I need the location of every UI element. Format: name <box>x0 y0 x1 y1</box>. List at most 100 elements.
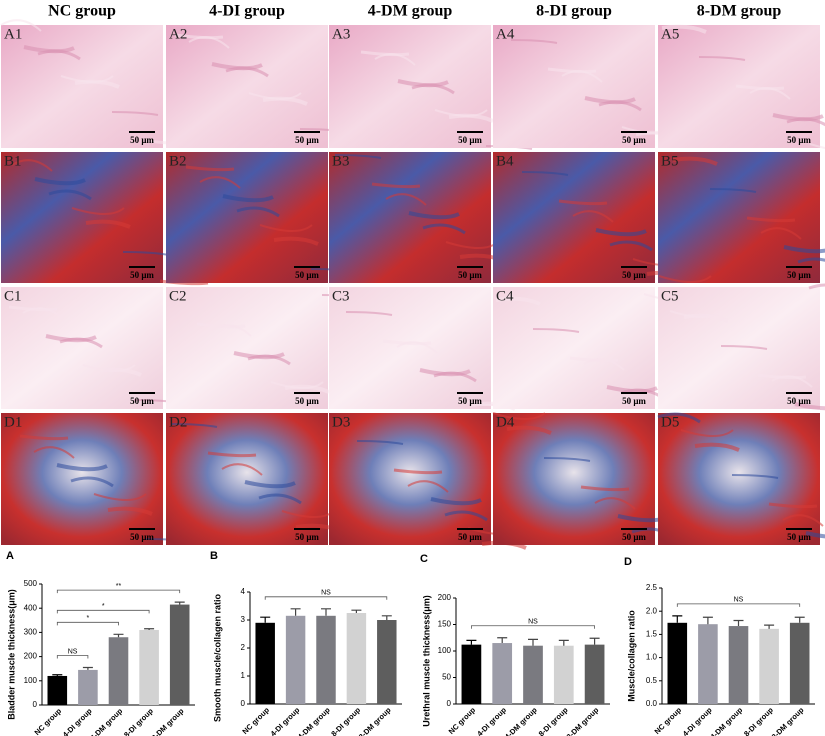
tissue-stroke <box>385 193 427 206</box>
scale-bar-label: 50 μm <box>622 532 646 542</box>
tissue-stroke <box>259 224 313 232</box>
histology-image <box>329 287 491 409</box>
y-axis-label: Bladder muscle thickness(μm) <box>6 589 16 720</box>
bar <box>492 643 513 704</box>
bar <box>728 626 749 704</box>
bar <box>139 629 159 705</box>
tissue-stroke <box>594 497 636 510</box>
tissue-stroke <box>669 310 723 318</box>
panel-label: B4 <box>496 153 514 169</box>
tissue-stroke <box>19 434 69 441</box>
bar <box>377 620 397 704</box>
y-tick-label: 100 <box>24 676 38 685</box>
tissue-stroke <box>584 96 636 105</box>
x-tick-label: 8-DM group <box>565 705 601 736</box>
bar-chart: D Muscle/collagen ratio 0.0 0.5 1.0 1.5 2.0 2.5… <box>624 556 815 736</box>
tissue-stroke <box>694 442 740 452</box>
histology-image <box>493 152 655 283</box>
scale-bar-label: 50 μm <box>622 270 646 280</box>
error-bar <box>528 638 538 646</box>
panel-label: D4 <box>496 414 515 430</box>
tissue-stroke <box>222 194 274 203</box>
tissue-stroke <box>393 468 443 475</box>
tissue-stroke <box>23 45 75 54</box>
x-tick-label: NC group <box>33 706 64 736</box>
y-tick-label: 0.0 <box>646 699 658 708</box>
x-tick-label: 8-DM group <box>357 705 393 736</box>
panel-label: C1 <box>4 288 22 304</box>
histology-image <box>166 413 328 545</box>
scale-bar-label: 50 μm <box>130 270 154 280</box>
x-tick-label: NC group <box>653 705 684 736</box>
tissue-stroke <box>580 485 630 492</box>
tissue-stroke <box>731 474 779 479</box>
tissue-stroke <box>11 159 53 172</box>
scale-bar-label: 50 μm <box>295 270 319 280</box>
tissue-stroke <box>185 165 235 172</box>
tissue-stroke <box>71 207 125 215</box>
error-bar <box>113 633 124 638</box>
histology-grid: NC group 4-DI group 4-DM group 8-DI group 8-… <box>0 3 825 550</box>
histology-image <box>493 413 655 545</box>
tissue-stroke <box>495 296 541 306</box>
x-tick-label: 4-DI group <box>475 705 508 736</box>
y-tick-label: 0 <box>33 700 38 709</box>
tissue-stroke <box>422 223 466 235</box>
tissue-stroke <box>680 429 734 437</box>
y-tick-label: 400 <box>24 603 38 612</box>
bar-chart: B Smooth muscle/collagen ratio 0 1 2 3 4 NC gro… <box>210 550 402 736</box>
x-tick-label: 4-DM group <box>503 705 539 736</box>
y-tick-label: 200 <box>438 593 452 602</box>
tissue-stroke <box>760 227 802 240</box>
scale-bar-label: 50 μm <box>787 270 811 280</box>
x-tick-label: 4-DI group <box>61 706 94 736</box>
panel-label: B2 <box>169 153 187 169</box>
tissue-stroke <box>408 211 460 220</box>
tissue-stroke <box>606 385 658 394</box>
x-tick-label: 4-DI group <box>269 705 302 736</box>
tissue-stroke <box>569 356 619 363</box>
significance-label: NS <box>68 648 78 655</box>
error-bar <box>82 666 93 670</box>
scale-bar-label: 50 μm <box>130 135 154 145</box>
error-bar <box>52 674 63 676</box>
significance-label: ** <box>116 583 122 590</box>
tissue-stroke <box>371 182 421 189</box>
panel-label: A3 <box>332 26 350 42</box>
scale-bar-label: 50 μm <box>787 396 811 406</box>
tissue-stroke <box>159 279 209 286</box>
tissue-stroke <box>360 50 410 57</box>
bar <box>461 644 482 704</box>
tissue-stroke <box>794 402 825 411</box>
x-tick-label: 4-DM group <box>296 705 332 736</box>
x-tick-label: NC group <box>447 705 478 736</box>
histology-image <box>658 152 820 283</box>
bar <box>78 669 98 705</box>
bar <box>523 645 543 704</box>
significance-bracket <box>56 655 89 659</box>
tissue-stroke <box>397 79 449 88</box>
y-tick-label: 4 <box>241 587 246 596</box>
tissue-stroke <box>746 216 796 223</box>
panel-letter: B <box>210 550 218 562</box>
y-axis-label: Muscle/collagen ratio <box>626 610 636 702</box>
panel-label: C2 <box>169 288 187 304</box>
tissue-stroke <box>782 514 824 527</box>
x-tick-label: 8-DI group <box>742 705 775 736</box>
y-tick-label: 300 <box>24 628 38 637</box>
tissue-stroke <box>174 33 224 40</box>
tissue-stroke <box>33 446 75 459</box>
histology-image <box>166 287 328 409</box>
scale-bar-label: 50 μm <box>458 270 482 280</box>
significance-label: * <box>87 615 90 622</box>
scale-bar-label: 50 μm <box>458 396 482 406</box>
error-bar <box>351 609 362 613</box>
significance-bracket <box>56 589 181 594</box>
bar <box>108 637 129 705</box>
error-bar <box>733 619 744 627</box>
tissue-stroke <box>60 75 114 83</box>
panel-label: A4 <box>496 26 515 42</box>
y-tick-label: 200 <box>24 652 38 661</box>
tissue-stroke <box>85 219 131 229</box>
